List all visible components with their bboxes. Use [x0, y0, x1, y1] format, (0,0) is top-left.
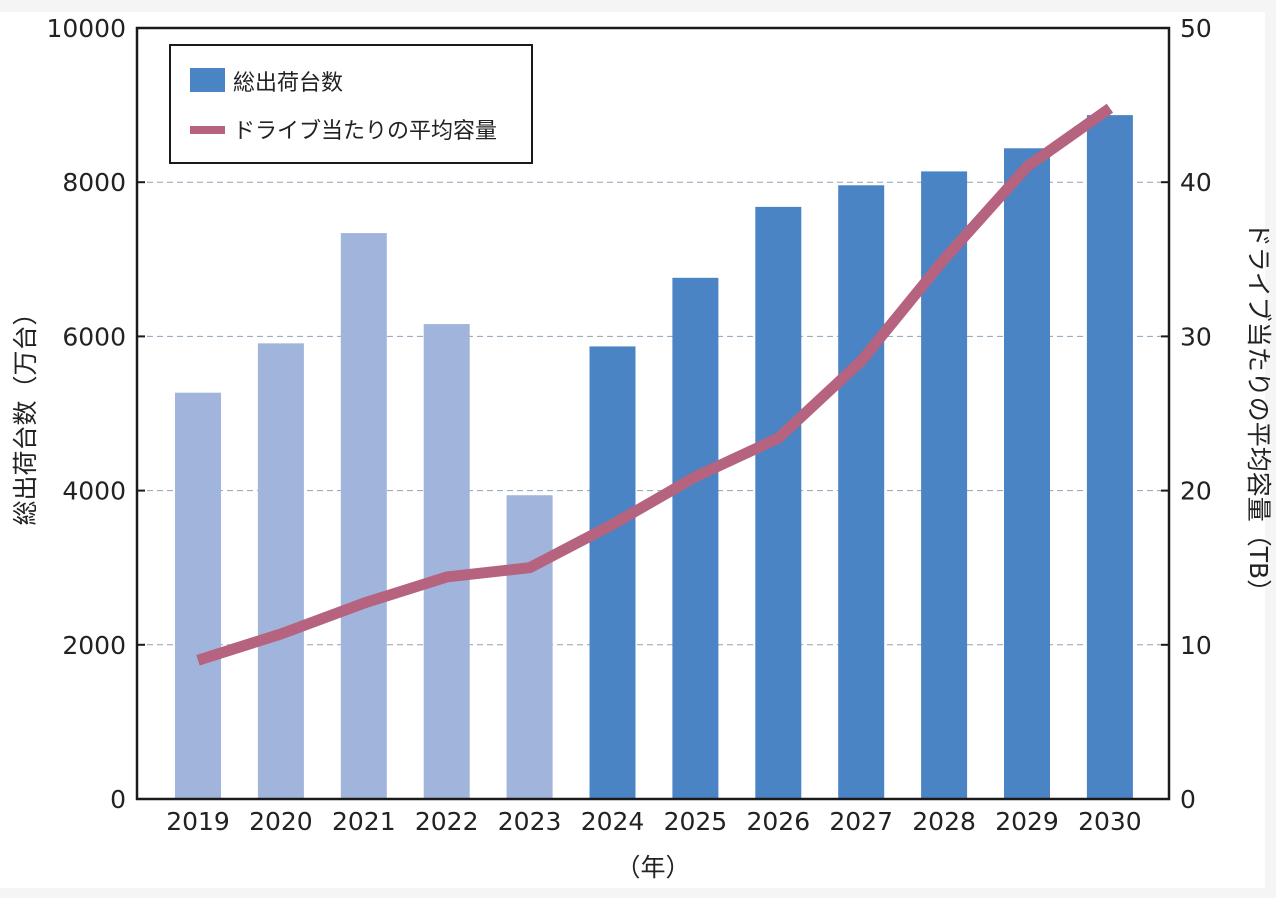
bar-2024 [589, 346, 636, 799]
left-tick-label: 10000 [46, 14, 126, 43]
bar-2029 [1004, 148, 1050, 799]
left-tick-label: 8000 [62, 168, 126, 197]
x-tick-label: 2022 [415, 807, 479, 836]
right-tick-label: 10 [1180, 631, 1212, 660]
bar-2030 [1086, 115, 1133, 800]
x-tick-label: 2020 [249, 807, 313, 836]
right-tick-label: 40 [1180, 168, 1212, 197]
left-axis-label: 総出荷台数（万台） [11, 300, 40, 525]
x-tick-label: 2029 [995, 807, 1059, 836]
bar-2022 [423, 324, 470, 799]
x-tick-label: 2021 [332, 807, 396, 836]
x-tick-label: 2027 [829, 807, 893, 836]
legend: 総出荷台数 ドライブ当たりの平均容量 [169, 44, 533, 164]
plot-frame [135, 26, 1171, 801]
right-tick-label: 50 [1180, 14, 1212, 43]
legend-box [169, 44, 533, 164]
bar-2026 [755, 206, 802, 799]
right-axis-label: ドライブ当たりの平均容量（TB） [1244, 222, 1273, 604]
capacity-line [196, 103, 1114, 666]
gridlines [137, 181, 1169, 646]
right-axis-ticks: 0 10 20 30 40 50 [1161, 14, 1212, 814]
x-tick-label: 2024 [581, 807, 645, 836]
bars [175, 115, 1133, 800]
left-tick-label: 0 [110, 785, 126, 814]
bar-2023 [506, 495, 553, 799]
bar-2025 [672, 277, 719, 800]
legend-bar-swatch [190, 68, 225, 92]
x-tick-label: 2030 [1078, 807, 1142, 836]
left-axis-ticks: 0 2000 4000 6000 8000 10000 [46, 14, 145, 814]
right-tick-label: 20 [1180, 477, 1212, 506]
x-tick-label: 2019 [166, 807, 230, 836]
x-axis-label: （年） [615, 853, 690, 882]
left-tick-label: 4000 [62, 477, 126, 506]
legend-line-label: ドライブ当たりの平均容量 [233, 119, 497, 144]
x-tick-label: 2026 [746, 807, 810, 836]
left-tick-label: 2000 [62, 631, 126, 660]
legend-bar-label: 総出荷台数 [233, 71, 343, 96]
x-axis-ticks: 2019 2020 2021 2022 2023 2024 2025 2026 2027 2028… [166, 807, 1142, 836]
left-tick-label: 6000 [62, 322, 126, 351]
bar-2020 [257, 343, 304, 799]
bar-2021 [340, 233, 387, 799]
x-tick-label: 2023 [498, 807, 562, 836]
right-tick-label: 0 [1180, 785, 1196, 814]
x-tick-label: 2028 [912, 807, 976, 836]
x-tick-label: 2025 [664, 807, 728, 836]
capacity-series-line [196, 103, 1114, 666]
right-tick-label: 30 [1180, 322, 1212, 351]
bar-2019 [175, 392, 221, 799]
bar-2027 [838, 185, 885, 799]
